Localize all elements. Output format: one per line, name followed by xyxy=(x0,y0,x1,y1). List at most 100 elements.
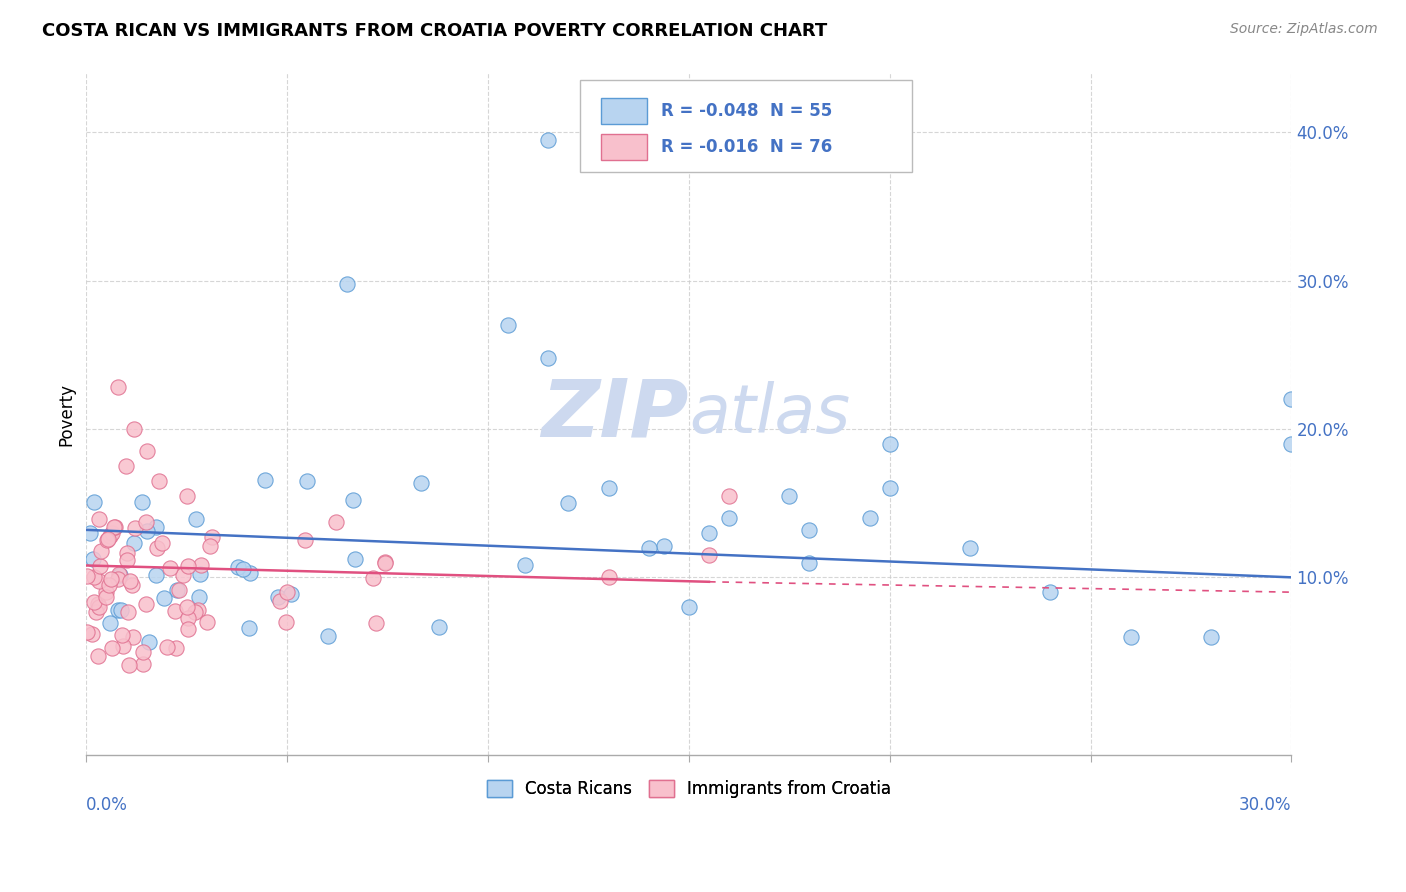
Point xyxy=(107,380,129,394)
FancyBboxPatch shape xyxy=(600,134,647,160)
Point xyxy=(148,474,170,488)
Point xyxy=(87,599,110,614)
Point xyxy=(118,658,141,673)
Point xyxy=(239,566,262,581)
Point xyxy=(344,552,367,566)
Point xyxy=(859,511,882,525)
Text: COSTA RICAN VS IMMIGRANTS FROM CROATIA POVERTY CORRELATION CHART: COSTA RICAN VS IMMIGRANTS FROM CROATIA P… xyxy=(42,22,827,40)
Point xyxy=(87,597,110,611)
Point xyxy=(138,635,160,649)
Point xyxy=(1199,630,1222,644)
Point xyxy=(718,511,741,525)
Point xyxy=(108,567,131,582)
Legend: Costa Ricans, Immigrants from Croatia: Costa Ricans, Immigrants from Croatia xyxy=(479,773,897,805)
Text: ZIP: ZIP xyxy=(541,376,689,453)
Point xyxy=(598,570,620,584)
Point xyxy=(513,558,536,572)
Point xyxy=(100,573,122,587)
Point xyxy=(276,585,298,599)
Point xyxy=(83,595,105,609)
Point xyxy=(232,562,254,576)
Point xyxy=(76,625,98,640)
Point xyxy=(107,572,129,586)
Point xyxy=(177,558,200,573)
Point xyxy=(177,622,200,636)
Point xyxy=(115,459,138,474)
Point xyxy=(336,277,359,291)
Point xyxy=(166,583,188,598)
Point xyxy=(557,496,579,510)
Point xyxy=(1281,437,1303,451)
Point xyxy=(150,536,173,550)
Point xyxy=(94,591,117,605)
Point xyxy=(159,560,181,574)
Point xyxy=(76,568,98,582)
Y-axis label: Poverty: Poverty xyxy=(58,383,75,446)
Point xyxy=(156,640,179,655)
Point xyxy=(110,568,132,582)
Point xyxy=(79,526,101,541)
Point xyxy=(118,574,141,588)
Point xyxy=(280,587,302,601)
Point xyxy=(879,437,901,451)
Point xyxy=(190,558,212,572)
Point xyxy=(195,615,218,629)
Point xyxy=(90,544,112,558)
Point xyxy=(177,611,200,625)
Point xyxy=(101,525,124,540)
Point xyxy=(104,520,127,534)
Point xyxy=(135,524,157,539)
Text: R = -0.048  N = 55: R = -0.048 N = 55 xyxy=(661,102,832,120)
Text: 30.0%: 30.0% xyxy=(1239,797,1292,814)
Point xyxy=(190,567,212,582)
Point xyxy=(111,628,134,642)
Point xyxy=(637,541,659,555)
Point xyxy=(131,494,153,508)
Point xyxy=(184,512,207,526)
Point xyxy=(797,523,820,537)
Point xyxy=(124,521,146,535)
Point xyxy=(83,570,105,584)
Point xyxy=(135,444,157,458)
Point xyxy=(537,133,560,147)
Point xyxy=(253,473,276,487)
Point xyxy=(97,532,120,546)
Point xyxy=(115,546,138,560)
Point xyxy=(267,590,290,604)
Point xyxy=(325,515,347,529)
Point xyxy=(83,495,105,509)
Point xyxy=(145,568,167,582)
Text: atlas: atlas xyxy=(689,381,851,447)
Point xyxy=(187,603,209,617)
Point xyxy=(697,525,720,540)
Text: R = -0.016  N = 76: R = -0.016 N = 76 xyxy=(661,137,832,156)
Point xyxy=(131,657,153,672)
Point xyxy=(107,603,129,617)
Point xyxy=(1281,392,1303,407)
Point xyxy=(103,520,125,534)
Point xyxy=(96,533,118,548)
Point xyxy=(361,571,384,585)
Point xyxy=(187,590,209,604)
Point xyxy=(598,481,620,495)
Point xyxy=(135,516,157,530)
Point xyxy=(117,605,139,619)
Point xyxy=(121,630,143,644)
Point xyxy=(131,645,153,659)
Point xyxy=(117,553,139,567)
Point xyxy=(374,556,396,570)
Point xyxy=(167,582,190,597)
Text: 0.0%: 0.0% xyxy=(86,797,128,814)
Point xyxy=(1039,585,1062,599)
Point xyxy=(89,574,111,589)
Point xyxy=(124,535,146,549)
Point xyxy=(124,422,146,436)
Point xyxy=(238,621,260,635)
Point xyxy=(96,585,118,599)
Point xyxy=(316,630,339,644)
Point xyxy=(1119,630,1142,644)
Point xyxy=(654,539,676,553)
Point xyxy=(778,489,800,503)
Point xyxy=(176,600,198,615)
Point xyxy=(297,475,319,489)
